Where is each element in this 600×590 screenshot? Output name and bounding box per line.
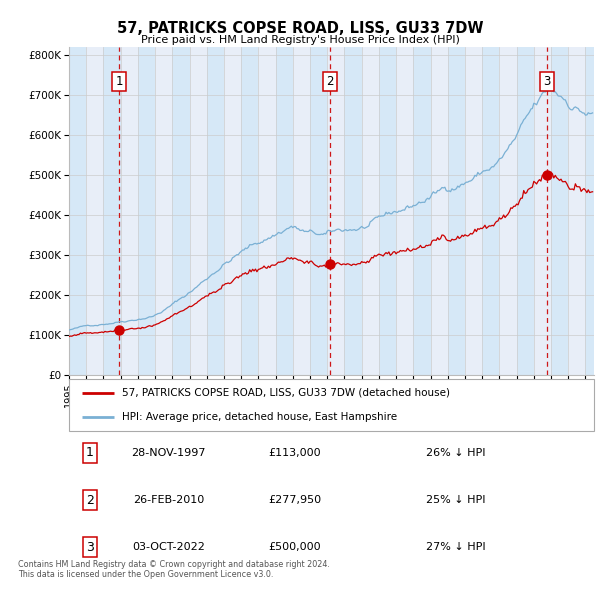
Text: Contains HM Land Registry data © Crown copyright and database right 2024.
This d: Contains HM Land Registry data © Crown c…	[18, 560, 330, 579]
Bar	[586, 47, 600, 375]
Text: £500,000: £500,000	[268, 542, 321, 552]
Bar	[190, 47, 207, 375]
Bar	[207, 47, 224, 375]
Text: HPI: Average price, detached house, East Hampshire: HPI: Average price, detached house, East…	[121, 412, 397, 422]
Text: 57, PATRICKS COPSE ROAD, LISS, GU33 7DW: 57, PATRICKS COPSE ROAD, LISS, GU33 7DW	[117, 21, 483, 35]
Bar	[293, 47, 310, 375]
Bar	[465, 47, 482, 375]
Bar	[499, 47, 517, 375]
Bar	[517, 47, 534, 375]
Bar	[69, 47, 86, 375]
Text: 1: 1	[115, 75, 123, 88]
Bar	[396, 47, 413, 375]
Bar	[121, 47, 138, 375]
FancyBboxPatch shape	[69, 379, 594, 431]
Text: Price paid vs. HM Land Registry's House Price Index (HPI): Price paid vs. HM Land Registry's House …	[140, 35, 460, 45]
Bar	[310, 47, 327, 375]
Bar	[138, 47, 155, 375]
Bar	[172, 47, 190, 375]
Text: £277,950: £277,950	[268, 495, 322, 505]
Text: 3: 3	[543, 75, 550, 88]
Bar	[327, 47, 344, 375]
Text: 1: 1	[86, 446, 94, 460]
Bar	[344, 47, 362, 375]
Bar	[224, 47, 241, 375]
Bar	[448, 47, 465, 375]
Bar	[259, 47, 275, 375]
Text: 25% ↓ HPI: 25% ↓ HPI	[426, 495, 485, 505]
Bar	[534, 47, 551, 375]
Bar	[482, 47, 499, 375]
Text: 27% ↓ HPI: 27% ↓ HPI	[426, 542, 485, 552]
Text: 3: 3	[86, 540, 94, 554]
Text: 26% ↓ HPI: 26% ↓ HPI	[426, 448, 485, 458]
Bar	[431, 47, 448, 375]
Bar	[155, 47, 172, 375]
Text: 2: 2	[86, 493, 94, 507]
Bar	[86, 47, 103, 375]
Bar	[241, 47, 259, 375]
Bar	[275, 47, 293, 375]
Bar	[103, 47, 121, 375]
Bar	[551, 47, 568, 375]
Bar	[568, 47, 586, 375]
Text: 28-NOV-1997: 28-NOV-1997	[131, 448, 206, 458]
Bar	[362, 47, 379, 375]
Text: 26-FEB-2010: 26-FEB-2010	[133, 495, 205, 505]
Text: 57, PATRICKS COPSE ROAD, LISS, GU33 7DW (detached house): 57, PATRICKS COPSE ROAD, LISS, GU33 7DW …	[121, 388, 449, 398]
Text: £113,000: £113,000	[268, 448, 321, 458]
Text: 03-OCT-2022: 03-OCT-2022	[133, 542, 205, 552]
Bar	[379, 47, 396, 375]
Text: 2: 2	[326, 75, 334, 88]
Bar	[413, 47, 431, 375]
